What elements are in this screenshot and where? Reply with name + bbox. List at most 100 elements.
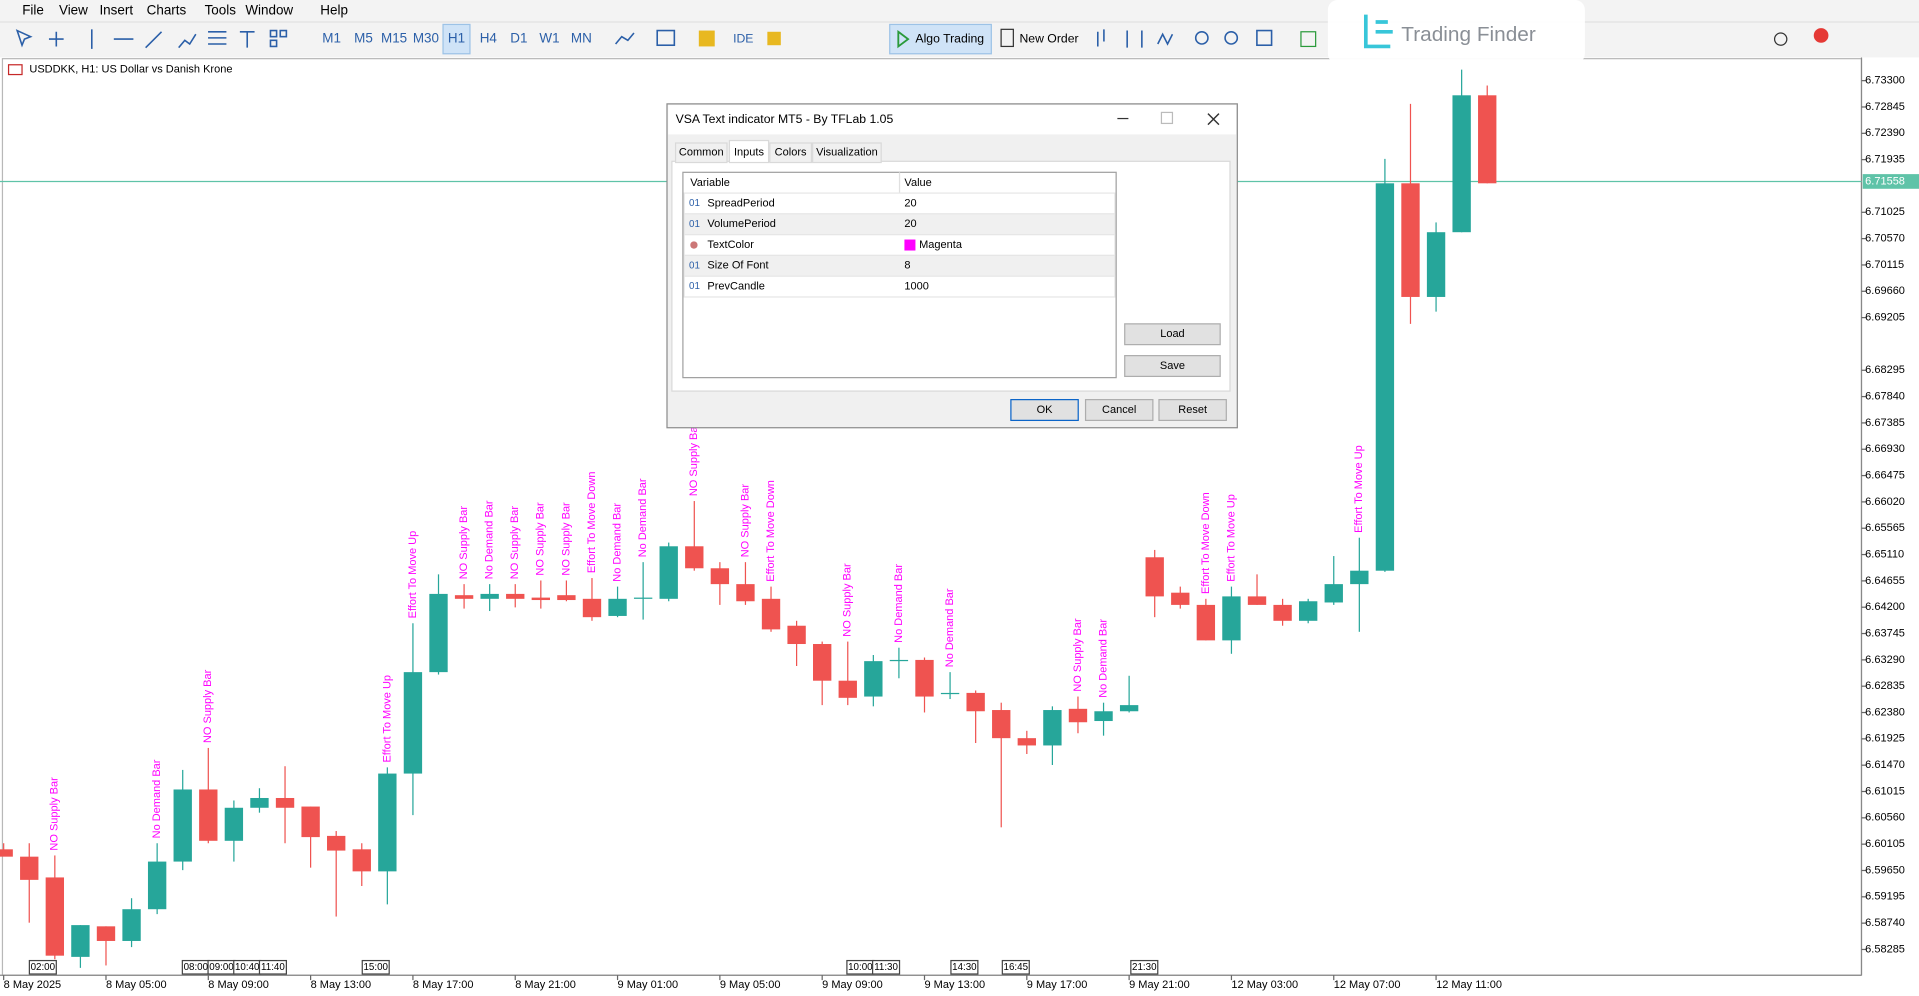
candle-body [1171, 592, 1190, 605]
current-price-box [1862, 174, 1919, 189]
toolbar-icon[interactable] [698, 30, 715, 47]
parameter-value: Magenta [919, 239, 963, 251]
candle-body [122, 909, 141, 941]
menu-item[interactable]: File [22, 3, 44, 18]
symbol-info: USDDKK, H1: US Dollar vs Danish Krone [29, 64, 232, 76]
candle-body [147, 861, 167, 910]
candle-body [685, 546, 704, 569]
timeframe-button[interactable]: H4 [480, 31, 498, 46]
algo-trading-label: Algo Trading [915, 31, 984, 45]
menu-item[interactable]: Window [245, 3, 293, 18]
timeframe-button[interactable]: MN [571, 31, 592, 46]
candle-body [1298, 601, 1318, 621]
toolbar-icon[interactable] [767, 31, 781, 46]
candle-body [608, 598, 627, 616]
candle-body [1094, 711, 1113, 722]
menu-item[interactable]: Insert [99, 3, 133, 18]
y-tick-label: 6.58285 [1865, 943, 1905, 955]
x-tick-label: 8 May 05:00 [106, 979, 167, 991]
x-tick-label: 9 May 21:00 [1129, 979, 1190, 991]
vsa-signal: NO Supply Bar [509, 506, 521, 580]
toolbar-icon[interactable] [1300, 31, 1317, 48]
timeframe-button[interactable]: M5 [354, 31, 373, 46]
candle-body [327, 835, 346, 851]
x-tick-label: 12 May 03:00 [1231, 979, 1298, 991]
current-price-label: 6.71558 [1865, 175, 1905, 187]
timeframe-button[interactable]: M1 [322, 31, 341, 46]
tab[interactable] [812, 142, 882, 164]
price-chart: 6.73300 6.72845 6.72390 6.71935 6.71025 6.705… [0, 57, 1919, 991]
tab[interactable] [769, 142, 813, 164]
time-marker: 11:40 [261, 962, 285, 973]
parameter-row[interactable] [683, 275, 1116, 298]
time-marker: 16:45 [1004, 962, 1029, 973]
y-tick-label: 6.66020 [1865, 496, 1905, 508]
maximize-button[interactable] [1160, 111, 1174, 125]
menu-item[interactable]: View [59, 3, 88, 18]
candle-body [1273, 604, 1292, 621]
type-icon: 01 [689, 219, 700, 230]
menu-item[interactable]: Tools [205, 3, 237, 18]
tab[interactable] [728, 139, 770, 164]
timeframe-button[interactable]: D1 [510, 31, 527, 46]
new-order-label: New Order [1019, 31, 1078, 45]
vsa-signal: No Demand Bar [944, 588, 956, 667]
close-button[interactable] [1207, 113, 1220, 126]
reset-button[interactable] [1158, 399, 1227, 422]
logo-background [1327, 0, 1585, 64]
active-timeframe[interactable] [442, 23, 471, 55]
vsa-signal: NO Supply Bar [739, 484, 751, 558]
candle-body [633, 597, 653, 599]
search-icon[interactable] [1773, 32, 1788, 46]
vsa-signal: NO Supply Bar [1072, 618, 1084, 692]
candle-body [199, 789, 218, 841]
timeframe-button[interactable]: H1 [448, 31, 465, 46]
ide-label[interactable]: IDE [733, 31, 753, 45]
new-order-icon [1000, 28, 1014, 48]
x-tick-label: 12 May 11:00 [1436, 979, 1502, 991]
time-marker-box [1001, 959, 1030, 975]
candle-body [1119, 705, 1139, 712]
vsa-signal: NO Supply Bar [202, 669, 214, 743]
timeframe-button[interactable]: M15 [381, 31, 407, 46]
load-button[interactable] [1124, 323, 1221, 346]
dialog-title: VSA Text indicator MT5 - By TFLab 1.05 [676, 112, 894, 126]
candle-body [1043, 710, 1062, 746]
menu-item[interactable]: Help [320, 3, 348, 18]
vsa-signal: Effort To Move Up [407, 531, 419, 619]
vsa-signal: Effort To Move Down [1200, 492, 1212, 594]
save-button[interactable] [1124, 355, 1221, 378]
cancel-label: Cancel [1102, 404, 1136, 416]
candle-body [1247, 596, 1267, 605]
candle-body [506, 593, 525, 599]
vsa-signal: No Demand Bar [637, 478, 649, 557]
vsa-signal: NO Supply Bar [49, 777, 61, 851]
candle-body [1324, 584, 1343, 603]
parameter-value: 8 [904, 260, 910, 272]
x-tick-label: 9 May 01:00 [618, 979, 679, 991]
ok-button[interactable] [1010, 399, 1079, 422]
y-tick-label: 6.65110 [1865, 548, 1904, 560]
x-tick-label: 8 May 09:00 [208, 979, 269, 991]
vsa-signal: Effort To Move Up [381, 675, 393, 763]
y-tick-label: 6.59195 [1865, 891, 1905, 903]
parameter-value: 20 [904, 197, 916, 209]
candle-body [582, 598, 602, 618]
candle-body [301, 806, 320, 838]
notification-badge[interactable] [1813, 28, 1829, 43]
candle-body [0, 849, 13, 857]
timeframe-button[interactable]: W1 [539, 31, 559, 46]
candle-body [45, 877, 65, 956]
candle-body [1478, 95, 1497, 184]
vsa-signal: NO Supply Bar [688, 422, 700, 496]
cancel-button[interactable] [1084, 399, 1154, 422]
menu-item[interactable]: Charts [147, 3, 187, 18]
vsa-signal: Effort To Move Up [1225, 494, 1237, 582]
tab[interactable] [674, 142, 728, 164]
candle-body [480, 593, 499, 599]
vsa-signal: No Demand Bar [151, 759, 163, 838]
y-tick-label: 6.71025 [1865, 206, 1905, 218]
timeframe-button[interactable]: M30 [413, 31, 439, 46]
